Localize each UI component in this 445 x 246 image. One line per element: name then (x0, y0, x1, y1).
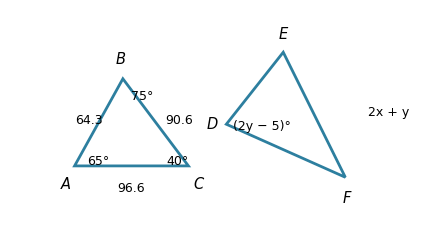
Text: C: C (194, 177, 204, 192)
Text: 40°: 40° (167, 155, 189, 168)
Text: A: A (61, 177, 71, 192)
Text: D: D (206, 117, 218, 132)
Text: E: E (279, 27, 288, 42)
Text: 64.3: 64.3 (75, 114, 102, 127)
Text: 2x + y: 2x + y (368, 106, 409, 119)
Text: (2y − 5)°: (2y − 5)° (233, 120, 291, 133)
Text: 90.6: 90.6 (165, 114, 193, 127)
Text: 75°: 75° (131, 90, 153, 103)
Text: 96.6: 96.6 (117, 182, 145, 195)
Text: 65°: 65° (87, 155, 109, 168)
Text: B: B (115, 52, 125, 67)
Text: F: F (343, 190, 351, 205)
